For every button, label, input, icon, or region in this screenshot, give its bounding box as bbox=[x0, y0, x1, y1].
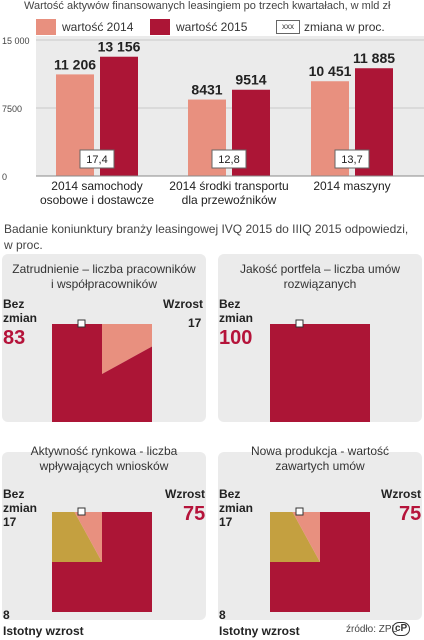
label-wzrost: Wzrost bbox=[163, 297, 203, 311]
label-marker bbox=[295, 319, 304, 328]
legend-change-box: xxx bbox=[276, 20, 300, 34]
category-label: 2014 samochody bbox=[51, 179, 142, 193]
bar-value-label: 8431 bbox=[191, 82, 222, 98]
survey-title: Badanie koniunktury branży leasingowej I… bbox=[4, 222, 409, 252]
bar-value-label: 11 885 bbox=[353, 50, 395, 66]
label-istotny-wzrost: Istotny wzrost bbox=[3, 624, 84, 638]
label-bez-zmian: Bez zmian bbox=[219, 487, 254, 515]
pie-chart-3 bbox=[52, 507, 152, 612]
pie-chart-4 bbox=[270, 507, 370, 612]
change-box bbox=[79, 149, 115, 169]
value-bez-zmian: 17 bbox=[3, 515, 17, 529]
change-value: 12,8 bbox=[218, 154, 239, 166]
pie-slice bbox=[52, 512, 102, 562]
pie-title: Nowa produkcja - wartość zawartych umów bbox=[250, 444, 390, 473]
value-bez-zmian: 100 bbox=[219, 327, 253, 349]
pap-logo: cP bbox=[392, 622, 411, 636]
legend-swatch-2015 bbox=[150, 19, 170, 35]
y-tick-label: 15 000 bbox=[2, 36, 30, 46]
bar-value-label: 9514 bbox=[235, 72, 266, 88]
label-bez-zmian: Bez zmian bbox=[3, 297, 38, 325]
change-box bbox=[334, 149, 370, 169]
y-tick-label: 7500 bbox=[2, 104, 22, 114]
pie-title: Zatrudnienie – liczba pracowników i współ… bbox=[12, 262, 196, 291]
change-value: 17,4 bbox=[86, 154, 107, 166]
change-value: 13,7 bbox=[341, 154, 362, 166]
pie-title: Aktywność rynkowa - liczba wpływających w… bbox=[30, 444, 178, 473]
pie-slice bbox=[102, 324, 152, 374]
label-bez-zmian: Bez zmian bbox=[3, 487, 38, 515]
legend-label-2014: wartość 2014 bbox=[62, 20, 134, 34]
legend-label-2015: wartość 2015 bbox=[176, 20, 248, 34]
pie-slice bbox=[74, 512, 102, 562]
chart-title: Wartość aktywów finansowanych leasingiem… bbox=[24, 0, 391, 12]
value-istotny-wzrost: 8 bbox=[3, 608, 10, 622]
category-label: 2014 maszyny bbox=[313, 179, 390, 193]
label-marker bbox=[77, 319, 86, 328]
pie-title: Jakość portfela – liczba umów rozwiązanyc… bbox=[239, 262, 401, 291]
category-label: 2014 środki transportu bbox=[169, 179, 288, 193]
change-box bbox=[211, 149, 247, 169]
value-wzrost: 17 bbox=[188, 316, 202, 330]
legend-change-label: zmiana w proc. bbox=[304, 20, 385, 34]
pie-chart-2 bbox=[270, 319, 370, 422]
pie-slice bbox=[270, 512, 320, 562]
pie-slice bbox=[270, 324, 370, 422]
category-label: osobowe i dostawcze bbox=[40, 193, 154, 207]
label-wzrost: Wzrost bbox=[381, 487, 421, 501]
category-label: dla przewoźników bbox=[182, 193, 277, 207]
bar-value-label: 13 156 bbox=[98, 39, 141, 55]
pie-chart-1 bbox=[52, 319, 152, 422]
label-istotny-wzrost: Istotny wzrost bbox=[219, 624, 300, 638]
pie-slice bbox=[52, 324, 152, 422]
y-tick-label: 0 bbox=[2, 172, 7, 182]
label-marker bbox=[295, 507, 304, 516]
value-istotny-wzrost: 8 bbox=[219, 608, 226, 622]
value-bez-zmian: 83 bbox=[3, 327, 26, 349]
label-bez-zmian: Bez zmian bbox=[219, 297, 254, 325]
source-text: źródło: ZPL bbox=[346, 624, 398, 635]
bar-value-label: 10 451 bbox=[309, 63, 352, 79]
value-wzrost: 75 bbox=[399, 503, 422, 525]
value-wzrost: 75 bbox=[183, 503, 206, 525]
bar-value-label: 11 206 bbox=[54, 56, 96, 72]
legend-swatch-2014 bbox=[36, 19, 56, 35]
label-marker bbox=[77, 507, 86, 516]
label-wzrost: Wzrost bbox=[165, 487, 205, 501]
value-bez-zmian: 17 bbox=[219, 515, 233, 529]
